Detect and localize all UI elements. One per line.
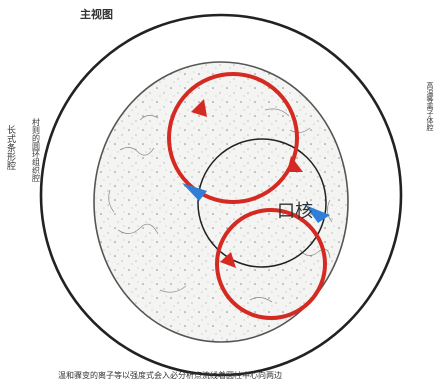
lower-loop-arrowhead (220, 252, 236, 268)
cavity-texture (108, 108, 333, 303)
core-circle (197, 138, 327, 268)
diagram-title: 主视图 (80, 7, 113, 21)
lower-red-loop (215, 208, 327, 320)
right-label: 高温等离子体腔 (426, 81, 434, 132)
center-label: 口核 (277, 201, 313, 222)
left-label-inner: 村则的圆环组织腔 (32, 117, 41, 183)
left-blue-arrow (182, 183, 207, 201)
upper-loop-arrowhead (191, 99, 207, 117)
bottom-caption: 温和骤变的离子等以强度式会入必分析点流线着圆柱中心向两边 (58, 370, 282, 380)
left-label-outer: 长式条形腔 (5, 124, 16, 171)
right-blue-arrow (305, 205, 330, 223)
upper-red-loop (167, 72, 299, 204)
upper-right-arrowhead (287, 156, 303, 172)
